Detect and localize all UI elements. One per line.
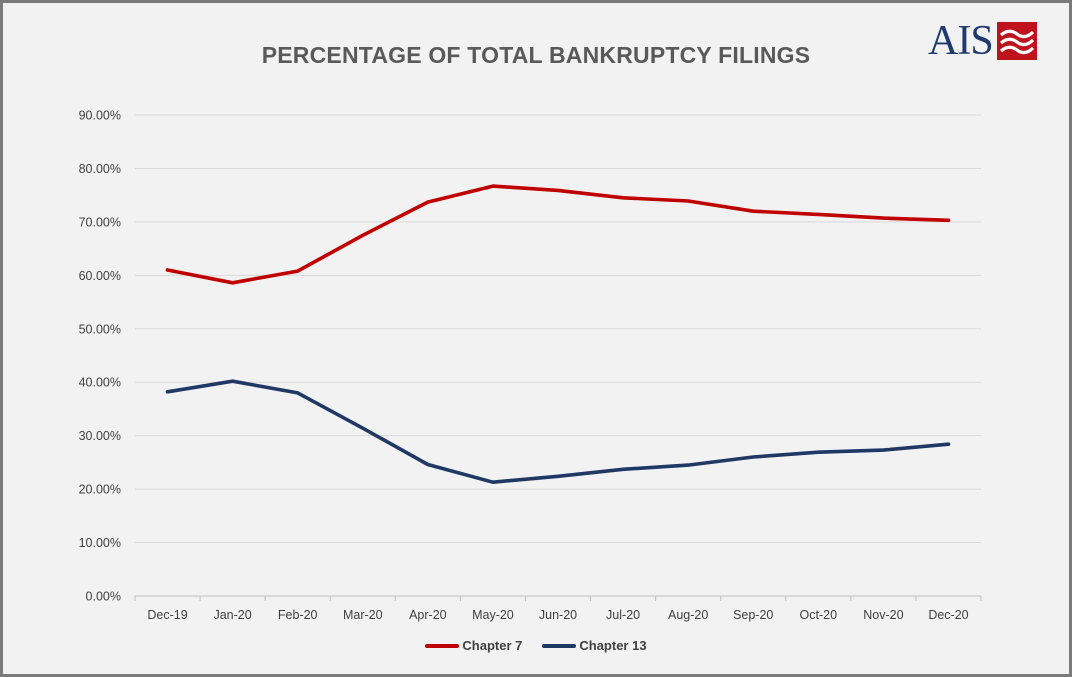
ais-logo: AIS (928, 20, 1037, 62)
x-tick-label: Aug-20 (668, 608, 708, 622)
series-line-chapter-7 (165, 184, 951, 285)
legend-swatch (542, 643, 577, 648)
legend-label: Chapter 13 (579, 638, 647, 653)
y-tick-label: 70.00% (79, 215, 121, 229)
x-tick-label: Mar-20 (343, 608, 383, 622)
logo-text: AIS (928, 18, 994, 64)
chart-title: PERCENTAGE OF TOTAL BANKRUPTCY FILINGS (261, 42, 811, 68)
y-tick-label: 30.00% (79, 429, 121, 443)
legend-swatch (425, 643, 460, 648)
x-tick-label: Feb-20 (278, 608, 318, 622)
series-line-chapter-13 (165, 379, 951, 485)
legend-item: Chapter 13 (542, 638, 647, 653)
y-tick-label: 40.00% (79, 376, 121, 390)
chart-legend: Chapter 7 Chapter 13 (0, 638, 1072, 653)
y-tick-label: 80.00% (79, 162, 121, 176)
y-tick-label: 20.00% (79, 483, 121, 497)
legend-item: Chapter 7 (425, 638, 522, 653)
y-tick-label: 50.00% (79, 322, 121, 336)
x-tick-label: Oct-20 (800, 608, 838, 622)
x-tick-label: Nov-20 (863, 608, 903, 622)
x-tick-label: Apr-20 (409, 608, 447, 622)
x-tick-label: Dec-19 (147, 608, 187, 622)
x-tick-label: Sep-20 (733, 608, 773, 622)
x-tick-label: Jul-20 (606, 608, 640, 622)
x-tick-label: Jan-20 (213, 608, 251, 622)
flag-icon (996, 22, 1037, 60)
legend-label: Chapter 7 (462, 638, 523, 653)
x-tick-label: May-20 (472, 608, 514, 622)
y-tick-label: 0.00% (86, 590, 121, 604)
y-tick-label: 10.00% (79, 536, 121, 550)
x-tick-label: Jun-20 (539, 608, 577, 622)
x-tick-label: Dec-20 (928, 608, 968, 622)
y-tick-label: 90.00% (79, 109, 121, 123)
y-tick-label: 60.00% (79, 269, 121, 283)
